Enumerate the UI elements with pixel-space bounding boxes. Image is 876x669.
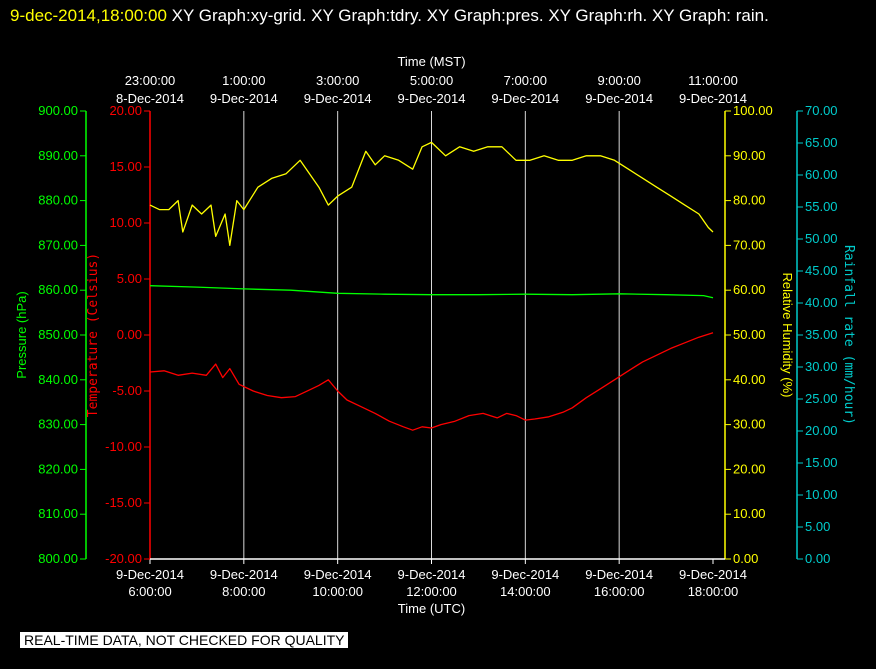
top-tick-label-date: 9-Dec-2014 [679,91,747,106]
x-axis-label-utc: Time (UTC) [398,601,465,616]
humidity-tick-label: 30.00 [733,417,766,432]
humidity-tick-label: 100.00 [733,103,773,118]
temperature-tick-label: 20.00 [109,103,142,118]
temperature-tick-label: 10.00 [109,215,142,230]
x-tick-label-date: 9-Dec-2014 [491,567,559,582]
series-line-tdry [149,332,714,431]
pressure-tick-label: 850.00 [38,327,78,342]
pressure-axis-label: Pressure (hPa) [14,291,29,378]
humidity-tick-label: 90.00 [733,148,766,163]
rainfall-tick-label: 40.00 [805,295,838,310]
x-axis-label-mst: Time (MST) [397,54,465,69]
graph-list: XY Graph:xy-grid. XY Graph:tdry. XY Grap… [166,6,769,25]
rainfall-tick-label: 10.00 [805,487,838,502]
humidity-tick-label: 10.00 [733,506,766,521]
top-tick-label-date: 8-Dec-2014 [116,91,184,106]
x-tick-label-time: 12:00:00 [406,584,457,599]
temperature-axis-label: Temperature (Celsius) [86,253,101,417]
x-tick-label-time: 18:00:00 [688,584,739,599]
rainfall-axis-label: Rainfall rate (mm/hour) [841,245,856,425]
rainfall-tick-label: 45.00 [805,263,838,278]
pressure-tick-label: 840.00 [38,372,78,387]
temperature-tick-label: -10.00 [105,439,142,454]
humidity-tick-label: 80.00 [733,193,766,208]
rainfall-tick-label: 35.00 [805,327,838,342]
rainfall-tick-label: 30.00 [805,359,838,374]
rainfall-tick-label: 20.00 [805,423,838,438]
humidity-tick-label: 40.00 [733,372,766,387]
temperature-tick-label: -5.00 [112,383,142,398]
x-tick-label-date: 9-Dec-2014 [585,567,653,582]
humidity-tick-label: 50.00 [733,327,766,342]
x-tick-label-time: 6:00:00 [128,584,171,599]
series-line-rh [149,141,714,247]
top-tick-label-date: 9-Dec-2014 [398,91,466,106]
top-tick-label-time: 23:00:00 [125,73,176,88]
top-tick-label-date: 9-Dec-2014 [585,91,653,106]
timestamp: 9-dec-2014,18:00:00 [10,6,167,25]
rainfall-tick-label: 50.00 [805,231,838,246]
x-tick-label-date: 9-Dec-2014 [304,567,372,582]
rainfall-tick-label: 15.00 [805,455,838,470]
rainfall-tick-label: 25.00 [805,391,838,406]
pressure-tick-label: 860.00 [38,282,78,297]
graph-title: 9-dec-2014,18:00:00 XY Graph:xy-grid. XY… [10,2,870,30]
x-tick-label-time: 14:00:00 [500,584,551,599]
pressure-tick-label: 890.00 [38,148,78,163]
x-tick-label-date: 9-Dec-2014 [398,567,466,582]
temperature-tick-label: 5.00 [117,271,142,286]
pressure-tick-label: 870.00 [38,237,78,252]
rainfall-tick-label: 60.00 [805,167,838,182]
temperature-tick-label: 0.00 [117,327,142,342]
temperature-tick-label: -20.00 [105,551,142,566]
pressure-tick-label: 900.00 [38,103,78,118]
humidity-tick-label: 20.00 [733,461,766,476]
top-tick-label-date: 9-Dec-2014 [210,91,278,106]
top-tick-label-time: 7:00:00 [504,73,547,88]
humidity-tick-label: 0.00 [733,551,758,566]
top-tick-label-time: 11:00:00 [688,73,738,88]
rainfall-tick-label: 0.00 [805,551,830,566]
top-tick-label-date: 9-Dec-2014 [491,91,559,106]
quality-notice: REAL-TIME DATA, NOT CHECKED FOR QUALITY [20,632,349,648]
x-tick-label-date: 9-Dec-2014 [679,567,747,582]
temperature-tick-label: -15.00 [105,495,142,510]
x-tick-label-date: 9-Dec-2014 [116,567,184,582]
x-tick-label-time: 8:00:00 [222,584,265,599]
pressure-tick-label: 800.00 [38,551,78,566]
pressure-tick-label: 880.00 [38,193,78,208]
pressure-tick-label: 820.00 [38,461,78,476]
top-tick-label-time: 5:00:00 [410,73,453,88]
series-line-pres [149,285,714,299]
rainfall-tick-label: 65.00 [805,135,838,150]
pressure-tick-label: 830.00 [38,417,78,432]
rainfall-tick-label: 5.00 [805,519,830,534]
humidity-tick-label: 70.00 [733,237,766,252]
rainfall-tick-label: 70.00 [805,103,838,118]
x-tick-label-time: 10:00:00 [312,584,363,599]
x-tick-label-time: 16:00:00 [594,584,645,599]
humidity-axis-label: Relative Humidity (%) [780,273,795,398]
humidity-tick-label: 60.00 [733,282,766,297]
top-tick-label-time: 3:00:00 [316,73,359,88]
x-tick-label-date: 9-Dec-2014 [210,567,278,582]
top-tick-label-time: 9:00:00 [597,73,640,88]
rainfall-tick-label: 55.00 [805,199,838,214]
top-tick-label-time: 1:00:00 [222,73,265,88]
temperature-tick-label: 15.00 [109,159,142,174]
top-tick-label-date: 9-Dec-2014 [304,91,372,106]
pressure-tick-label: 810.00 [38,506,78,521]
